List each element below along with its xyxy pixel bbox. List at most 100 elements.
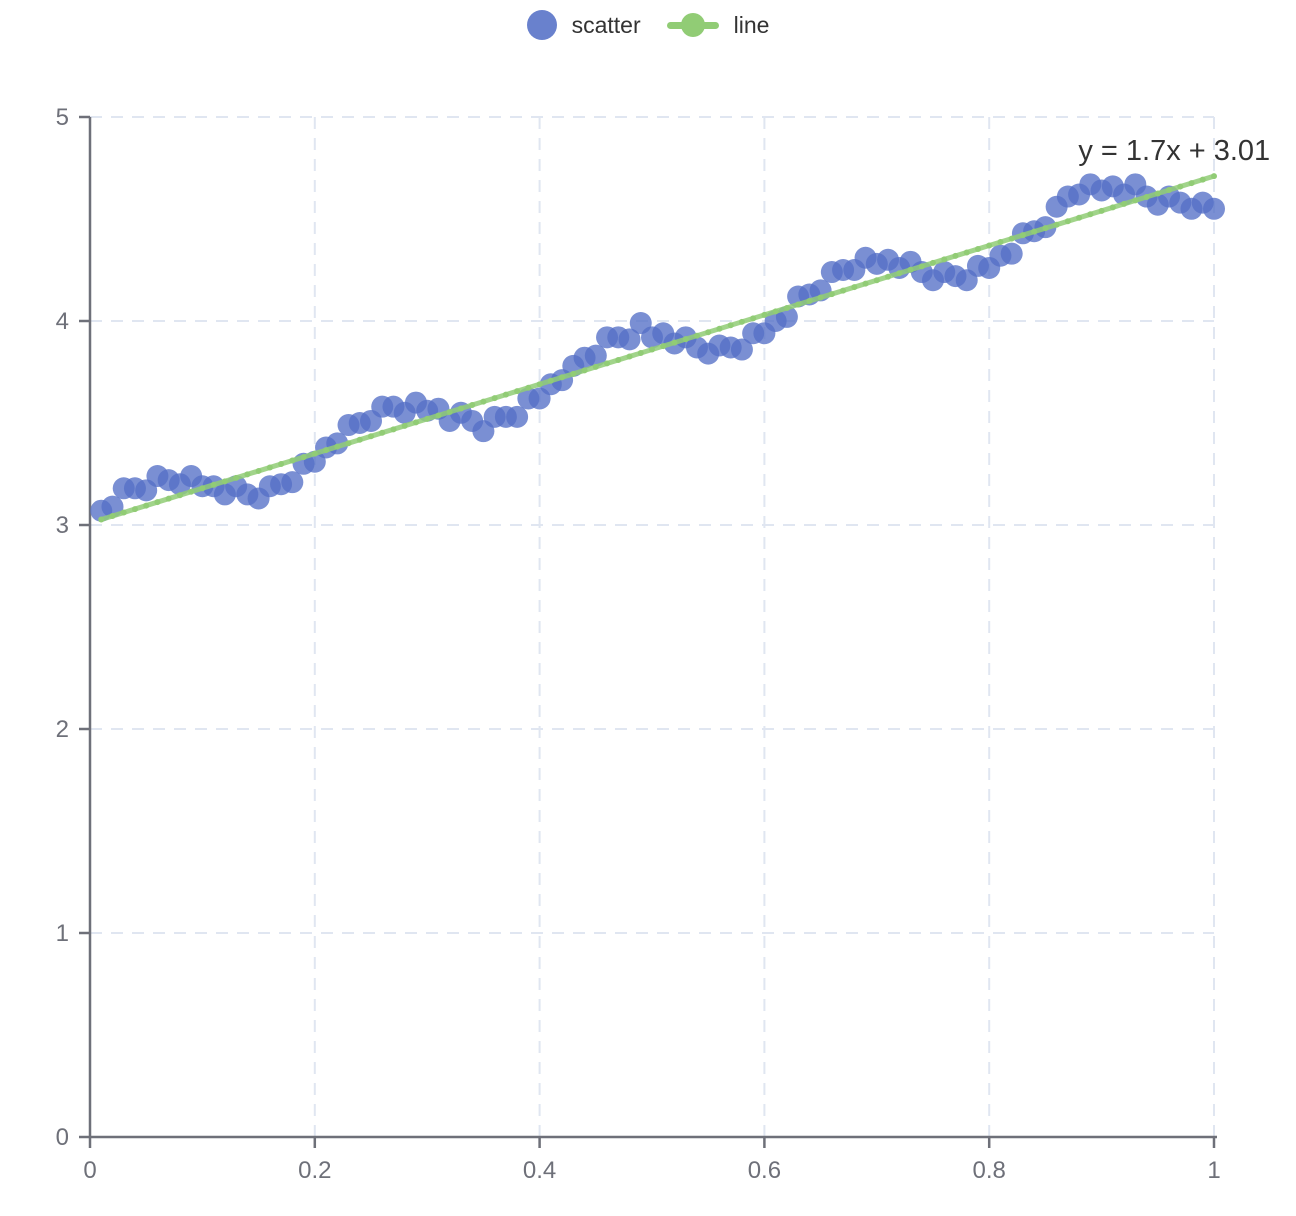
trend-line-symbol bbox=[1087, 211, 1094, 218]
trend-line-symbol bbox=[536, 381, 543, 388]
x-axis-tick-label: 0.8 bbox=[973, 1157, 1006, 1184]
scatter-point bbox=[281, 471, 304, 494]
y-axis-tick-label: 2 bbox=[56, 716, 69, 743]
y-axis-tick-label: 3 bbox=[56, 512, 69, 539]
trend-line-symbol bbox=[109, 513, 116, 520]
trend-line-symbol bbox=[368, 433, 374, 440]
trend-line-symbol bbox=[412, 419, 419, 426]
trend-line-symbol bbox=[98, 516, 105, 523]
trend-line-symbol bbox=[1188, 180, 1195, 187]
trend-line-symbol bbox=[604, 360, 611, 367]
trend-line-symbol bbox=[289, 457, 296, 464]
trend-line-symbol bbox=[1177, 183, 1184, 190]
annotation-equation: y = 1.7x + 3.01 bbox=[1078, 135, 1270, 167]
trend-line-symbol bbox=[1154, 190, 1161, 197]
trend-line bbox=[98, 173, 1217, 522]
trend-line-symbol bbox=[525, 384, 532, 391]
trend-line-symbol bbox=[570, 370, 577, 377]
trend-line-symbol bbox=[705, 329, 712, 336]
trend-line-symbol bbox=[424, 415, 431, 422]
trend-line-symbol bbox=[120, 509, 127, 516]
scatter-point bbox=[730, 338, 753, 361]
scatter-point bbox=[1203, 197, 1225, 220]
trend-line-symbol bbox=[390, 426, 397, 433]
trend-line-symbol bbox=[446, 408, 453, 415]
trend-line-symbol bbox=[626, 353, 633, 360]
trend-line-symbol bbox=[188, 488, 195, 495]
trend-line-symbol bbox=[379, 429, 386, 436]
y-axis-tick-label: 1 bbox=[56, 920, 69, 947]
trend-line-symbol bbox=[907, 266, 914, 273]
trend-line-symbol bbox=[480, 398, 487, 405]
trend-line-symbol bbox=[345, 440, 352, 447]
trend-line-symbol bbox=[502, 391, 509, 398]
trend-line-symbol bbox=[716, 325, 723, 332]
trend-line-symbol bbox=[649, 346, 655, 353]
scatter-point bbox=[618, 328, 641, 351]
trend-line-symbol bbox=[1143, 193, 1150, 200]
trend-line-symbol bbox=[997, 239, 1004, 246]
trend-line-symbol bbox=[840, 287, 847, 294]
trend-line-symbol bbox=[1064, 218, 1071, 225]
trend-line-symbol bbox=[514, 388, 521, 395]
trend-line-symbol bbox=[165, 495, 172, 502]
trend-line-symbol bbox=[176, 492, 183, 499]
trend-line-symbol bbox=[278, 461, 285, 468]
trend-line-symbol bbox=[873, 277, 880, 284]
trend-line-symbol bbox=[1008, 235, 1015, 242]
legend-label-scatter: scatter bbox=[571, 12, 641, 38]
trend-line-symbol bbox=[1132, 197, 1139, 204]
trend-line-symbol bbox=[761, 311, 768, 318]
trend-line-symbol bbox=[1019, 232, 1026, 239]
trend-line-symbol bbox=[131, 506, 138, 513]
trend-line-symbol bbox=[300, 454, 307, 461]
scatter-legend-marker-icon bbox=[526, 10, 557, 40]
trend-line-symbol bbox=[750, 315, 757, 322]
trend-line-symbol bbox=[221, 478, 228, 485]
trend-line-symbol bbox=[435, 412, 442, 419]
x-axis-tick-label: 1 bbox=[1207, 1157, 1220, 1184]
trend-line-symbol bbox=[795, 301, 802, 308]
trend-line-symbol bbox=[1199, 176, 1206, 183]
trend-line-symbol bbox=[1121, 200, 1128, 207]
trend-line-symbol bbox=[559, 374, 566, 381]
trend-line-symbol bbox=[941, 256, 948, 263]
trend-line-symbol bbox=[918, 263, 925, 270]
legend-item-scatter[interactable]: scatter bbox=[526, 10, 641, 40]
trend-line-symbol bbox=[727, 322, 734, 329]
trend-line-symbol bbox=[885, 273, 892, 280]
trend-line-symbol bbox=[817, 294, 824, 301]
trend-line-symbol bbox=[547, 377, 554, 384]
trend-line-symbol bbox=[457, 405, 464, 412]
trend-line-symbol bbox=[356, 436, 363, 443]
trend-line-symbol bbox=[615, 356, 622, 363]
trend-line-symbol bbox=[660, 343, 667, 350]
trend-line-symbol bbox=[828, 291, 835, 298]
trend-line-symbol bbox=[772, 308, 779, 315]
trend-line-symbol bbox=[1098, 207, 1105, 214]
trend-line-symbol bbox=[637, 350, 644, 357]
trend-line-symbol bbox=[311, 450, 318, 457]
y-axis-tick-label: 5 bbox=[56, 104, 69, 131]
trend-line-symbol bbox=[963, 249, 970, 256]
trend-line-symbol bbox=[491, 395, 498, 402]
legend-item-line[interactable]: line bbox=[666, 10, 769, 40]
scatter-point bbox=[584, 344, 607, 367]
trend-line-symbol bbox=[1109, 204, 1116, 211]
trend-line-symbol bbox=[1076, 214, 1083, 221]
trend-line-symbol bbox=[851, 284, 858, 291]
trend-line-symbol bbox=[1031, 228, 1038, 235]
trend-line-symbol bbox=[671, 339, 678, 346]
trend-line-symbol bbox=[255, 467, 262, 474]
line-legend-dot bbox=[680, 13, 705, 37]
x-axis-tick-label: 0.6 bbox=[748, 1157, 781, 1184]
trend-line-symbol bbox=[1042, 225, 1049, 232]
scatter-point bbox=[1000, 242, 1023, 265]
trend-line-symbol bbox=[693, 332, 700, 339]
trend-line-symbol bbox=[738, 318, 745, 325]
trend-line-symbol bbox=[783, 304, 790, 311]
trend-line-symbol bbox=[1053, 221, 1060, 228]
trend-line-symbol bbox=[1211, 173, 1217, 180]
